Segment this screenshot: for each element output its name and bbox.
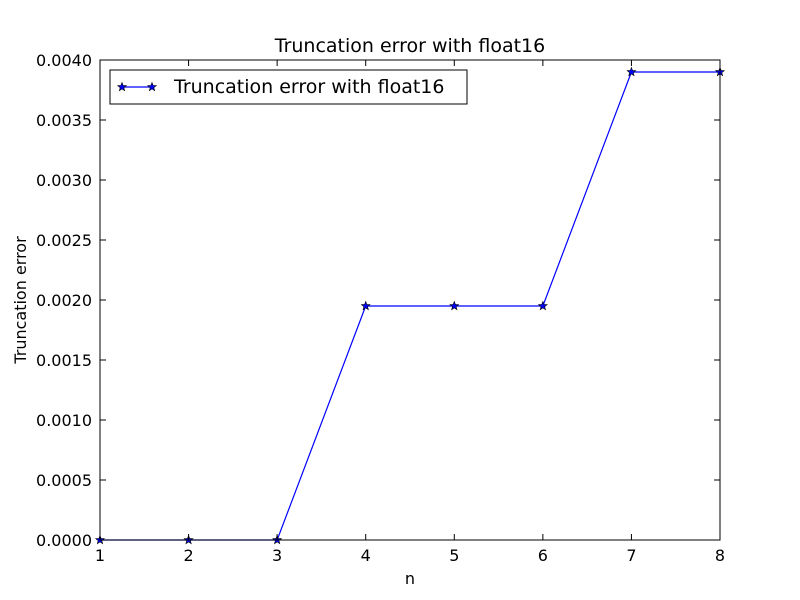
y-axis-label: Truncation error [11,236,30,365]
x-axis-label: n [405,569,415,588]
data-point-star-marker [360,300,371,311]
y-tick-label: 0.0010 [36,411,92,430]
y-tick-label: 0.0000 [36,531,92,550]
chart-title: Truncation error with float16 [274,35,545,57]
y-tick-label: 0.0025 [36,231,92,250]
y-tick-label: 0.0040 [36,51,92,70]
data-point-star-marker [449,300,460,311]
y-tick-label: 0.0030 [36,171,92,190]
x-tick-label: 8 [715,546,725,565]
x-tick-label: 4 [361,546,371,565]
legend-entry-label: Truncation error with float16 [173,76,444,98]
y-tick-label: 0.0035 [36,111,92,130]
plot-area: 1 2 3 4 5 6 7 8 0.0000 0.0005 0.0010 0.0015 0.0020 0.… [36,51,725,565]
x-tick-label: 7 [626,546,636,565]
legend-box [109,69,468,105]
y-tick-label: 0.0020 [36,291,92,310]
x-tick-label: 6 [538,546,548,565]
y-tick-label: 0.0015 [36,351,92,370]
legend-star-marker [146,81,158,92]
x-tick-label: 2 [183,546,193,565]
data-point-star-marker [626,66,637,77]
x-tick-label: 1 [95,546,105,565]
x-tick-label: 3 [272,546,282,565]
legend-star-marker [116,81,128,92]
legend-markers [116,81,158,92]
ticks-layer: 1 2 3 4 5 6 7 8 0.0000 0.0005 0.0010 0.0015 0.0020 0.… [36,51,725,565]
x-tick-label: 5 [449,546,459,565]
data-point-star-marker [537,300,548,311]
y-tick-label: 0.0005 [36,471,92,490]
legend: Truncation error with float16 [109,69,468,105]
